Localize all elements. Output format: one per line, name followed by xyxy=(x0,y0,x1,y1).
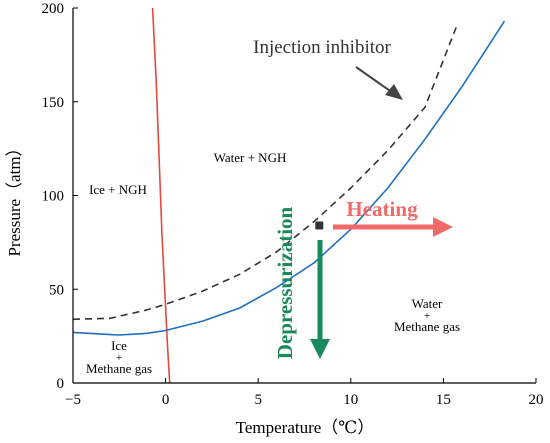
y-ticks: 0 50 100 150 200 xyxy=(42,1,78,392)
heating-arrow-head xyxy=(433,217,453,237)
label-ice-methane-1: Ice xyxy=(111,338,127,353)
injection-arrow-line xyxy=(355,66,394,94)
depressurization-arrow-head xyxy=(310,339,330,359)
x-tick-label: 0 xyxy=(162,392,170,408)
y-tick-label: 100 xyxy=(42,189,65,205)
y-tick-label: 0 xyxy=(57,376,65,392)
label-water-methane-plus: + xyxy=(424,310,430,322)
x-ticks: −5 0 5 10 15 20 xyxy=(65,378,544,408)
label-heating: Heating xyxy=(346,197,418,221)
x-tick-label: 10 xyxy=(343,392,358,408)
label-water-methane-1: Water xyxy=(412,296,443,311)
x-tick-label: 15 xyxy=(436,392,451,408)
label-water-methane-2: Methane gas xyxy=(394,319,460,334)
x-tick-label: 5 xyxy=(254,392,262,408)
x-axis-label: Temperature（℃） xyxy=(236,418,375,437)
label-ice-methane-2: Methane gas xyxy=(86,361,152,376)
y-tick-label: 50 xyxy=(49,282,64,298)
inhibitor-shifted-curve xyxy=(72,26,458,321)
y-tick-label: 200 xyxy=(42,1,65,17)
label-injection-inhibitor: Injection inhibitor xyxy=(253,37,391,58)
hydrate-equilibrium-curve xyxy=(72,20,506,336)
label-ice-methane-plus: + xyxy=(116,352,122,364)
label-ice-ngh: Ice + NGH xyxy=(89,182,147,197)
x-tick-label: 20 xyxy=(529,392,544,408)
ice-water-boundary-curve xyxy=(151,7,171,384)
phase-curves xyxy=(72,7,506,384)
y-axis-label: Pressure（atm） xyxy=(5,139,24,256)
x-tick-label: −5 xyxy=(65,392,81,408)
operating-point-marker xyxy=(315,221,324,230)
y-tick-label: 150 xyxy=(42,95,65,111)
label-water-ngh: Water + NGH xyxy=(214,150,287,165)
label-depressurization: Depressurization xyxy=(273,206,297,359)
injection-arrow-head xyxy=(385,84,403,100)
